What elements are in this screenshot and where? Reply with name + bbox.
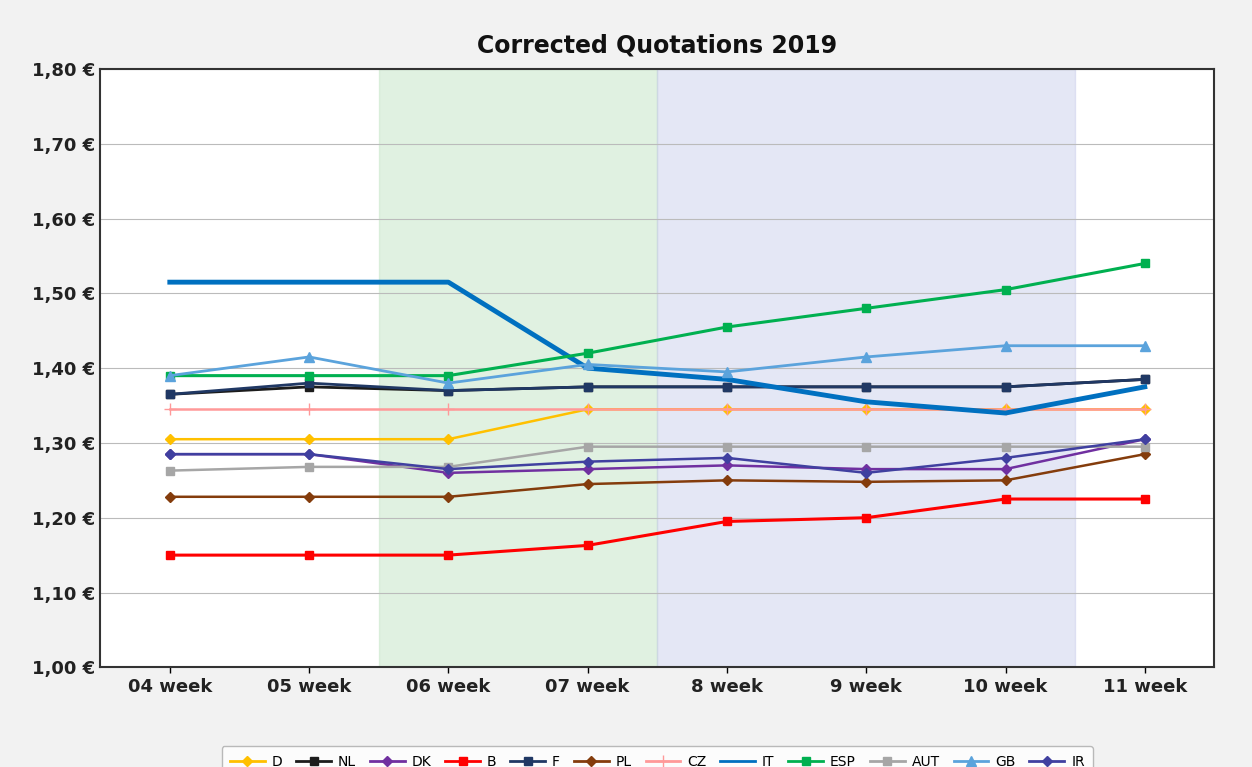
Bar [378,69,657,667]
Legend: D, NL, DK, B, F, PL, CZ, IT, ESP, AUT, GB, IR: D, NL, DK, B, F, PL, CZ, IT, ESP, AUT, G… [222,746,1093,767]
Title: Corrected Quotations 2019: Corrected Quotations 2019 [477,33,838,58]
Bar [657,69,1075,667]
